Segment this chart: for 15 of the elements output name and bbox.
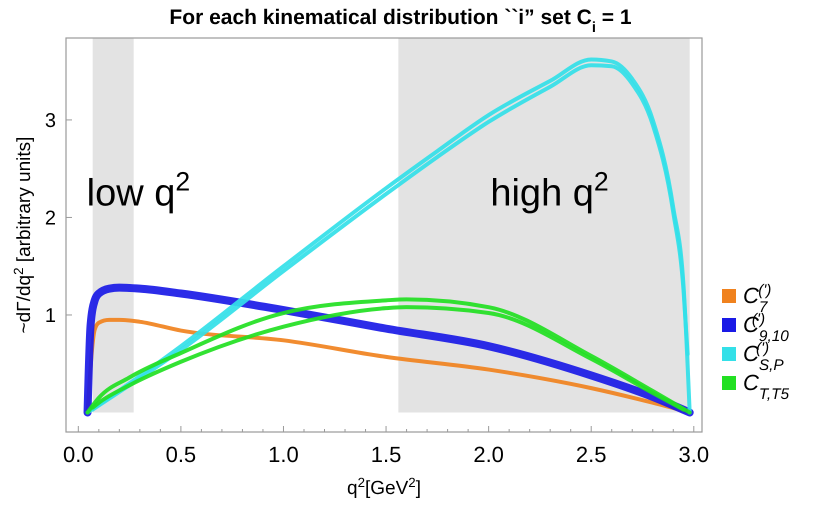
band-label: high q$^{2}$ [490,166,609,215]
x-tick-label: 2.5 [576,442,607,467]
legend-label: C$_{T,T5}$ [743,370,790,402]
x-tick-label: 1.5 [370,442,402,467]
x-tick-label: 3.0 [678,442,710,467]
y-tick-label: 2 [44,207,56,230]
x-tick-label: 2.0 [473,442,504,467]
x-tick-label: 1.0 [268,442,299,467]
chart-title: For each kinematical distribution ``i” set C$_{i}$ = 1 [169,6,632,36]
x-tick-label: 0.5 [166,442,196,467]
x-tick-label: 0.0 [63,442,94,467]
band-label: low q$^{2}$ [86,166,190,215]
x-axis-title: q$^{2}$[GeV$^{2}$] [347,474,421,499]
y-tick-label: 1 [44,304,56,327]
y-tick-label: 3 [44,110,56,132]
